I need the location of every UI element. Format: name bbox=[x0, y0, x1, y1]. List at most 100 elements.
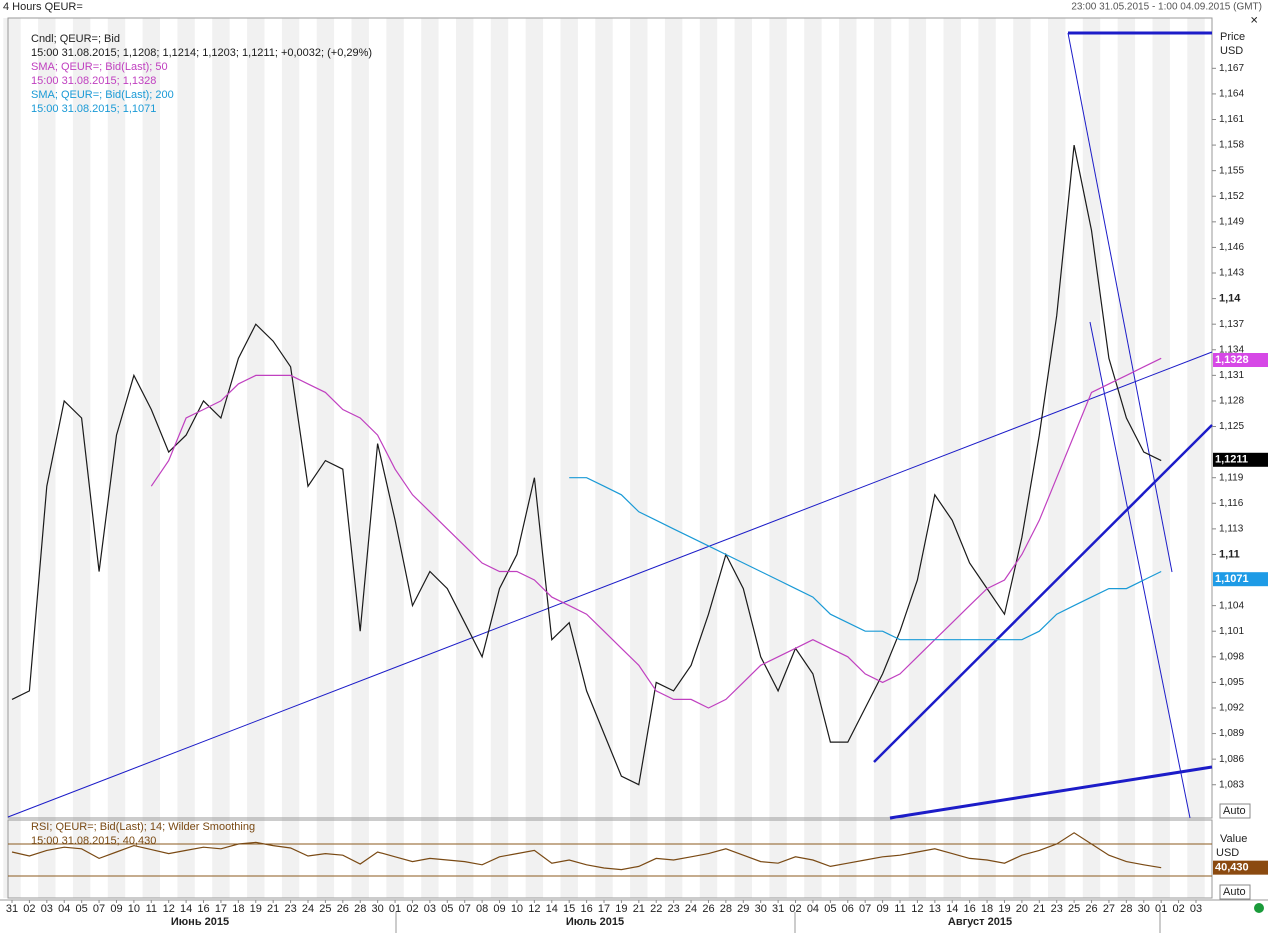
day-stripe bbox=[664, 18, 683, 898]
x-tick-label: 08 bbox=[476, 903, 488, 915]
x-tick-label: 17 bbox=[215, 903, 227, 915]
x-tick-label: 22 bbox=[650, 903, 662, 915]
day-stripe bbox=[699, 18, 718, 898]
y-tick-label: 1,149 bbox=[1219, 216, 1244, 227]
y-tick-label: 1,131 bbox=[1219, 370, 1244, 381]
x-tick-label: 07 bbox=[459, 903, 471, 915]
rsi-auto-button[interactable] bbox=[1219, 884, 1251, 900]
y-tick-label: 1,125 bbox=[1219, 421, 1244, 432]
x-tick-label: 21 bbox=[267, 903, 279, 915]
x-tick-label: 12 bbox=[911, 903, 923, 915]
day-stripe bbox=[490, 18, 509, 898]
day-stripe bbox=[142, 18, 160, 898]
y-tick-label: 1,116 bbox=[1219, 498, 1244, 509]
y-tick-label: 1,158 bbox=[1219, 140, 1244, 151]
x-tick-label: 14 bbox=[546, 903, 558, 915]
day-stripe bbox=[351, 18, 369, 898]
x-tick-label: 07 bbox=[93, 903, 105, 915]
legend-entry: SMA; QEUR=; Bid(Last); 50 bbox=[31, 61, 168, 73]
window-title: 4 Hours QEUR= bbox=[3, 1, 83, 13]
y-tick-label: 1,143 bbox=[1219, 268, 1244, 279]
month-label: Июль 2015 bbox=[566, 916, 624, 928]
legend-detail: 15:00 31.08.2015; 1,1071 bbox=[31, 103, 156, 115]
y-tick-label: 1,101 bbox=[1219, 626, 1244, 637]
day-stripe bbox=[525, 18, 544, 898]
day-stripe bbox=[630, 18, 648, 898]
x-tick-label: 04 bbox=[807, 903, 819, 915]
y-axis-unit: USD bbox=[1220, 45, 1243, 57]
price-badge-label: 40,430 bbox=[1215, 862, 1249, 874]
price-badge-label: 1,1211 bbox=[1215, 454, 1248, 466]
x-tick-label: 14 bbox=[946, 903, 958, 915]
day-stripes bbox=[3, 18, 1205, 898]
x-tick-label: 16 bbox=[197, 903, 209, 915]
y-tick-label: 1,146 bbox=[1219, 242, 1244, 253]
auto-button[interactable] bbox=[1219, 803, 1251, 819]
x-tick-label: 28 bbox=[720, 903, 732, 915]
day-stripe bbox=[839, 18, 857, 898]
x-tick-label: 29 bbox=[737, 903, 749, 915]
legend-entry: SMA; QEUR=; Bid(Last); 200 bbox=[31, 89, 174, 101]
x-tick-label: 09 bbox=[876, 903, 888, 915]
day-stripe bbox=[1152, 18, 1170, 898]
y-tick-label: 1,161 bbox=[1219, 114, 1244, 125]
legend-detail: 15:00 31.08.2015; 1,1328 bbox=[31, 75, 156, 87]
day-stripe bbox=[421, 18, 439, 898]
rsi-axis-label: Value bbox=[1220, 833, 1247, 845]
auto-label: Auto bbox=[1223, 805, 1246, 817]
day-stripe bbox=[734, 18, 752, 898]
x-tick-label: 24 bbox=[685, 903, 697, 915]
x-tick-label: 30 bbox=[372, 903, 384, 915]
x-tick-label: 19 bbox=[615, 903, 627, 915]
price-badge bbox=[1213, 572, 1268, 587]
day-stripe bbox=[560, 18, 578, 898]
y-tick-label: 1,095 bbox=[1219, 677, 1244, 688]
legend-detail: 15:00 31.08.2015; 1,1208; 1,1214; 1,1203… bbox=[31, 47, 372, 59]
x-tick-label: 05 bbox=[76, 903, 88, 915]
x-tick-label: 12 bbox=[528, 903, 540, 915]
x-tick-label: 01 bbox=[1155, 903, 1167, 915]
x-tick-label: 30 bbox=[1138, 903, 1150, 915]
day-stripe bbox=[281, 18, 300, 898]
x-tick-label: 13 bbox=[929, 903, 941, 915]
x-tick-label: 23 bbox=[668, 903, 680, 915]
x-tick-label: 25 bbox=[319, 903, 331, 915]
price-frame bbox=[7, 17, 1213, 819]
price-badge bbox=[1213, 452, 1268, 467]
price-badge bbox=[1213, 860, 1268, 875]
y-tick-label: 1,128 bbox=[1219, 396, 1244, 407]
trend-line bbox=[1089, 321, 1191, 819]
day-stripe bbox=[1013, 18, 1031, 898]
x-tick-label: 09 bbox=[493, 903, 505, 915]
x-tick-label: 02 bbox=[1172, 903, 1184, 915]
x-tick-label: 17 bbox=[598, 903, 610, 915]
x-tick-label: 28 bbox=[1120, 903, 1132, 915]
day-stripe bbox=[1117, 18, 1136, 898]
y-tick-label: 1,092 bbox=[1219, 703, 1244, 714]
price-badge bbox=[1213, 353, 1268, 368]
day-stripe bbox=[873, 18, 892, 898]
day-stripe bbox=[107, 18, 126, 898]
x-tick-label: 30 bbox=[755, 903, 767, 915]
x-tick-label: 24 bbox=[302, 903, 314, 915]
x-tick-label: 31 bbox=[772, 903, 784, 915]
x-tick-label: 27 bbox=[1103, 903, 1115, 915]
close-button[interactable]: ✕ bbox=[1250, 16, 1258, 27]
x-tick-label: 21 bbox=[633, 903, 645, 915]
legend-entry: RSI; QEUR=; Bid(Last); 14; Wilder Smooth… bbox=[31, 821, 255, 833]
x-tick-label: 02 bbox=[23, 903, 35, 915]
month-label: Июнь 2015 bbox=[171, 916, 229, 928]
rsi-axis-unit: USD bbox=[1216, 847, 1239, 859]
x-tick-label: 19 bbox=[250, 903, 262, 915]
rsi-auto-label: Auto bbox=[1223, 886, 1246, 898]
day-stripe bbox=[247, 18, 265, 898]
x-tick-label: 23 bbox=[284, 903, 296, 915]
day-stripe bbox=[72, 18, 91, 898]
x-tick-label: 31 bbox=[6, 903, 18, 915]
day-stripe bbox=[38, 18, 56, 898]
day-stripe bbox=[804, 18, 822, 898]
status-indicator bbox=[1254, 903, 1264, 913]
month-label: Август 2015 bbox=[948, 916, 1012, 928]
x-tick-label: 05 bbox=[824, 903, 836, 915]
